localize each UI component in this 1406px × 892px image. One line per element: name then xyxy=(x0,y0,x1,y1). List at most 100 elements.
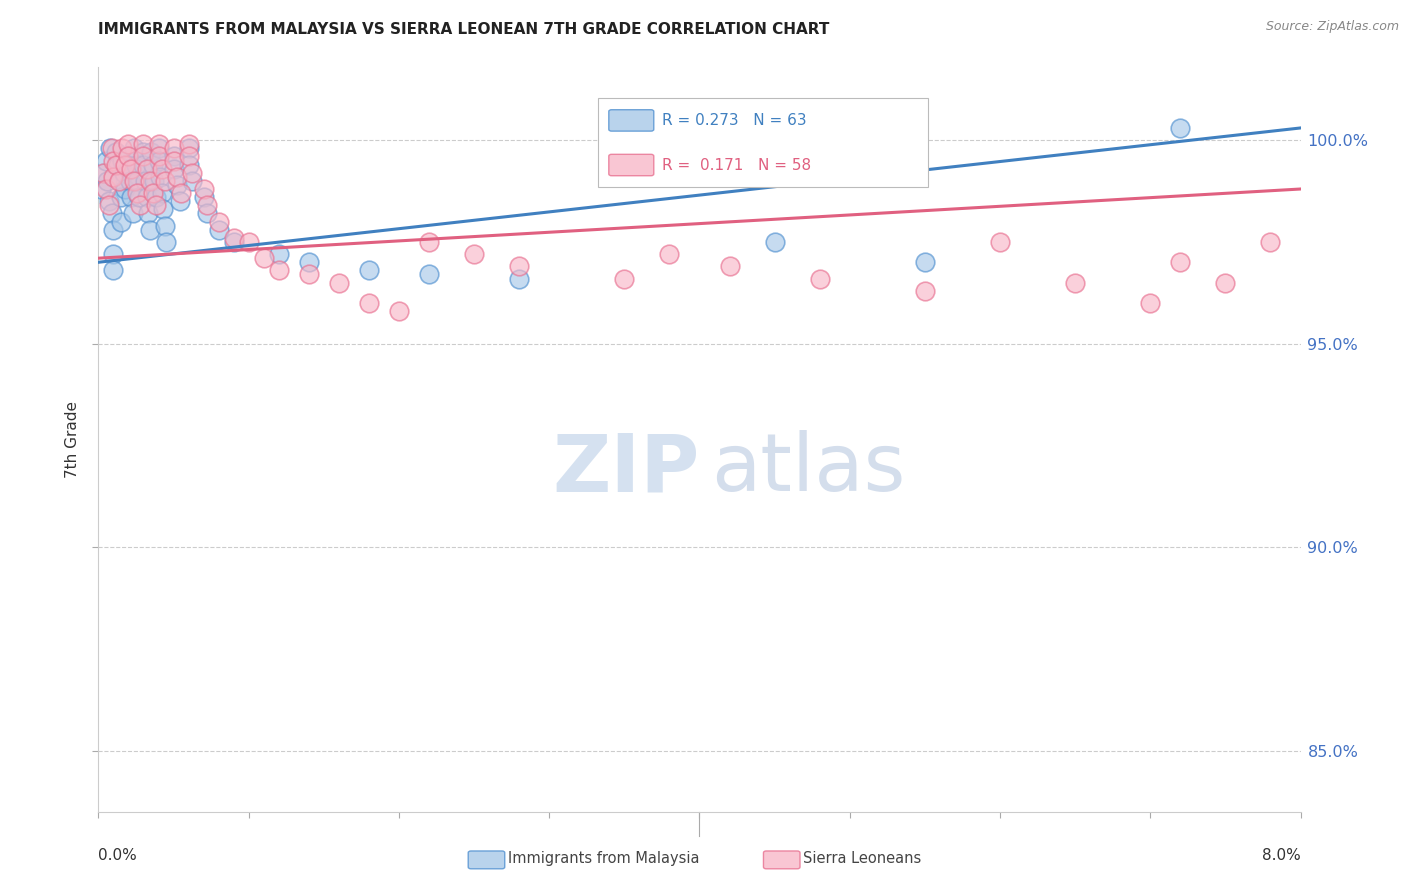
Point xyxy=(138,223,160,237)
Point xyxy=(195,206,218,220)
Point xyxy=(267,263,290,277)
Point xyxy=(153,219,176,233)
Point xyxy=(508,271,530,285)
Point xyxy=(105,145,128,160)
Point xyxy=(763,235,786,249)
Point xyxy=(111,153,134,168)
Point xyxy=(122,206,145,220)
Point xyxy=(180,166,202,180)
Point xyxy=(97,194,120,209)
Point xyxy=(114,158,136,172)
Point xyxy=(613,271,636,285)
Point xyxy=(718,260,741,274)
Point xyxy=(101,206,124,220)
Point xyxy=(988,235,1011,249)
Point xyxy=(150,161,173,176)
Text: Sierra Leoneans: Sierra Leoneans xyxy=(803,851,921,865)
Point xyxy=(155,235,177,249)
Point xyxy=(132,137,155,152)
Point xyxy=(418,235,440,249)
Point xyxy=(124,174,146,188)
Point xyxy=(136,206,159,220)
Point xyxy=(103,247,125,261)
Point xyxy=(103,153,125,168)
Point xyxy=(808,271,831,285)
Point xyxy=(193,190,215,204)
Point xyxy=(148,141,170,155)
Point xyxy=(94,182,117,196)
Point xyxy=(135,190,157,204)
Text: 8.0%: 8.0% xyxy=(1261,848,1301,863)
Point xyxy=(134,174,156,188)
Text: Source: ZipAtlas.com: Source: ZipAtlas.com xyxy=(1265,20,1399,33)
Text: Immigrants from Malaysia: Immigrants from Malaysia xyxy=(508,851,699,865)
Point xyxy=(267,247,290,261)
Point xyxy=(132,149,155,163)
Point xyxy=(145,190,167,204)
Point xyxy=(124,141,146,155)
Point xyxy=(152,202,174,217)
Point xyxy=(117,149,139,163)
Point xyxy=(114,182,136,196)
Point xyxy=(150,186,173,200)
Point xyxy=(108,174,131,188)
Text: R =  0.171   N = 58: R = 0.171 N = 58 xyxy=(662,158,811,172)
Point xyxy=(103,223,125,237)
Point xyxy=(103,169,125,184)
Point xyxy=(110,214,132,228)
Point xyxy=(177,137,200,152)
Point xyxy=(1260,235,1282,249)
Point xyxy=(222,235,245,249)
Point xyxy=(112,166,135,180)
Point xyxy=(93,166,115,180)
Point xyxy=(208,223,231,237)
Point xyxy=(328,276,350,290)
Point xyxy=(1064,276,1087,290)
Point xyxy=(162,161,184,176)
Point xyxy=(143,174,166,188)
Point xyxy=(148,153,170,168)
Point xyxy=(117,149,139,163)
Point xyxy=(222,231,245,245)
Point xyxy=(139,145,162,160)
Point xyxy=(357,296,380,310)
Point xyxy=(127,186,149,200)
Point xyxy=(298,255,321,269)
Point xyxy=(111,141,134,155)
Point xyxy=(117,161,139,176)
Point xyxy=(101,141,124,155)
Point xyxy=(103,263,125,277)
Point xyxy=(149,169,172,184)
Point xyxy=(135,161,157,176)
Text: atlas: atlas xyxy=(711,430,905,508)
Point xyxy=(148,137,170,152)
Point xyxy=(914,255,936,269)
Text: IMMIGRANTS FROM MALAYSIA VS SIERRA LEONEAN 7TH GRADE CORRELATION CHART: IMMIGRANTS FROM MALAYSIA VS SIERRA LEONE… xyxy=(98,22,830,37)
Point xyxy=(162,141,184,155)
Point xyxy=(107,158,129,172)
Point xyxy=(141,158,163,172)
Point xyxy=(145,198,167,212)
Point xyxy=(177,158,200,172)
Y-axis label: 7th Grade: 7th Grade xyxy=(65,401,80,478)
Point xyxy=(132,145,155,160)
Point xyxy=(166,178,188,192)
Point xyxy=(180,174,202,188)
Point xyxy=(118,174,141,188)
Point xyxy=(658,247,681,261)
Point xyxy=(208,214,231,228)
Point xyxy=(94,153,117,168)
Point xyxy=(90,182,112,196)
Point xyxy=(298,268,321,282)
Point xyxy=(166,169,188,184)
Point xyxy=(125,158,148,172)
Point xyxy=(418,268,440,282)
Point xyxy=(96,174,118,188)
Point xyxy=(193,182,215,196)
Point xyxy=(1168,255,1191,269)
Point xyxy=(1168,120,1191,135)
Point xyxy=(357,263,380,277)
Text: 0.0%: 0.0% xyxy=(98,848,138,863)
Point xyxy=(91,166,114,180)
Point xyxy=(162,153,184,168)
